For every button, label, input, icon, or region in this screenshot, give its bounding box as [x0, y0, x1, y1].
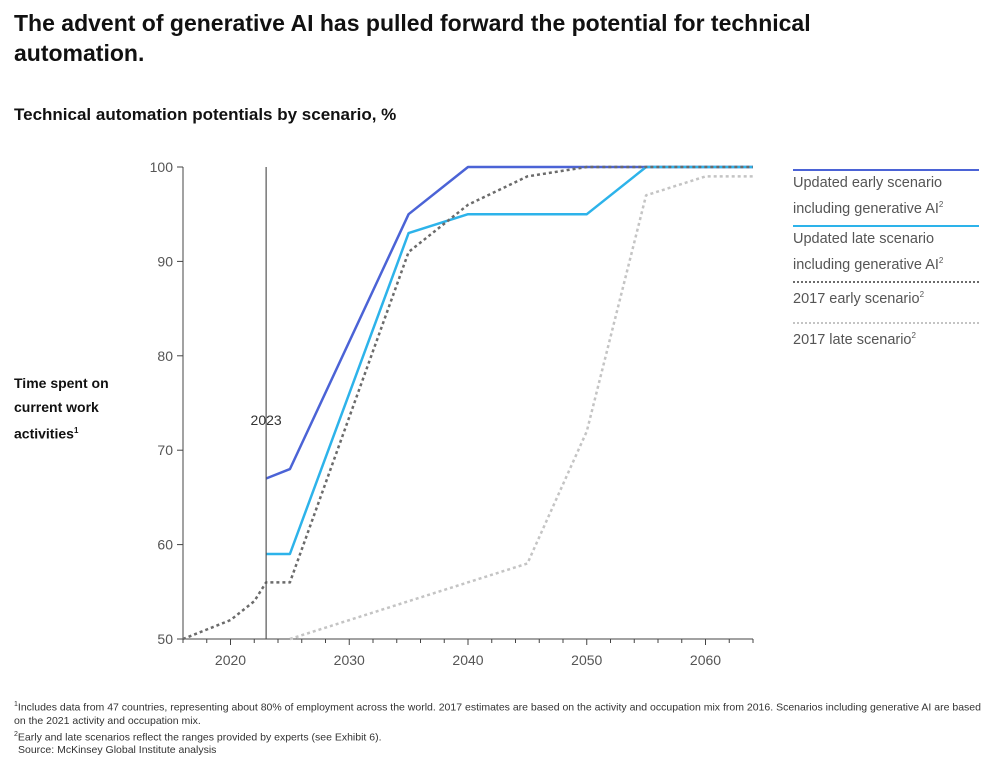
footnote-2: 2Early and late scenarios reflect the ra… — [14, 728, 984, 745]
x-tick-label-2030: 2030 — [334, 652, 365, 668]
legend-marker-late-updated: 2 — [938, 255, 944, 265]
legend-label-early-updated: Updated early scenario including generat… — [793, 175, 943, 217]
y-axis-label-marker: 1 — [73, 426, 79, 435]
footnote-1-marker: 1 — [14, 701, 18, 708]
legend-marker-early-updated: 2 — [938, 200, 944, 209]
chart-subtitle: Technical automation potentials by scena… — [14, 105, 397, 124]
x-tick-label-2050: 2050 — [571, 652, 602, 668]
marker-label-2023: 2023 — [251, 412, 282, 428]
x-tick-label-2020: 2020 — [215, 652, 246, 668]
legend-swatch-early-updated — [793, 169, 979, 171]
legend-label-early-2017: 2017 early scenario — [793, 290, 920, 307]
legend-item-early-updated: Updated early scenario including generat… — [793, 166, 981, 220]
y-tick-label-80: 80 — [157, 348, 173, 364]
y-tick-label-60: 60 — [157, 537, 173, 553]
legend-swatch-late-2017 — [793, 322, 979, 325]
legend-label-late-updated: Updated late scenario including generati… — [793, 230, 939, 273]
y-axis-label: Time spent on current work activities1 — [14, 371, 154, 446]
y-axis-label-text: Time spent on current work activities — [14, 375, 109, 442]
x-tick-label-2040: 2040 — [452, 652, 483, 668]
series-line-3 — [182, 165, 753, 641]
y-tick-label-100: 100 — [150, 159, 174, 175]
footnote-1-text: Includes data from 47 countries, represe… — [14, 701, 981, 727]
footnote-2-text: Early and late scenarios reflect the ran… — [17, 731, 382, 743]
legend: Updated early scenario including generat… — [793, 166, 981, 351]
y-tick-label-90: 90 — [157, 253, 173, 269]
legend-marker-early-2017: 2 — [919, 289, 925, 299]
line-chart: 50 60 70 80 90 100 2020 2030 2040 2050 2060 2023 — [150, 159, 754, 668]
legend-item-late-2017: 2017 late scenario2 — [793, 319, 981, 351]
source-note: Source: McKinsey Global Institute analys… — [18, 744, 217, 756]
footnote-2-marker: 2 — [14, 730, 18, 738]
legend-label-late-2017: 2017 late scenario — [793, 332, 912, 349]
legend-item-late-updated: Updated late scenario including generati… — [793, 222, 981, 276]
y-tick-label-70: 70 — [157, 442, 173, 458]
series-line-1 — [265, 165, 753, 480]
footnote-1: 1Includes data from 47 countries, repres… — [14, 698, 984, 728]
x-tick-label-2060: 2060 — [690, 652, 721, 668]
legend-swatch-late-updated — [793, 224, 979, 227]
chart-title: The advent of generative AI has pulled f… — [14, 10, 811, 66]
y-tick-label-50: 50 — [157, 631, 173, 647]
legend-item-early-2017: 2017 early scenario2 — [793, 278, 981, 310]
footnotes: 1Includes data from 47 countries, repres… — [14, 698, 984, 757]
series-line-4 — [289, 175, 753, 641]
legend-swatch-early-2017 — [793, 280, 979, 283]
legend-marker-late-2017: 2 — [911, 331, 916, 341]
